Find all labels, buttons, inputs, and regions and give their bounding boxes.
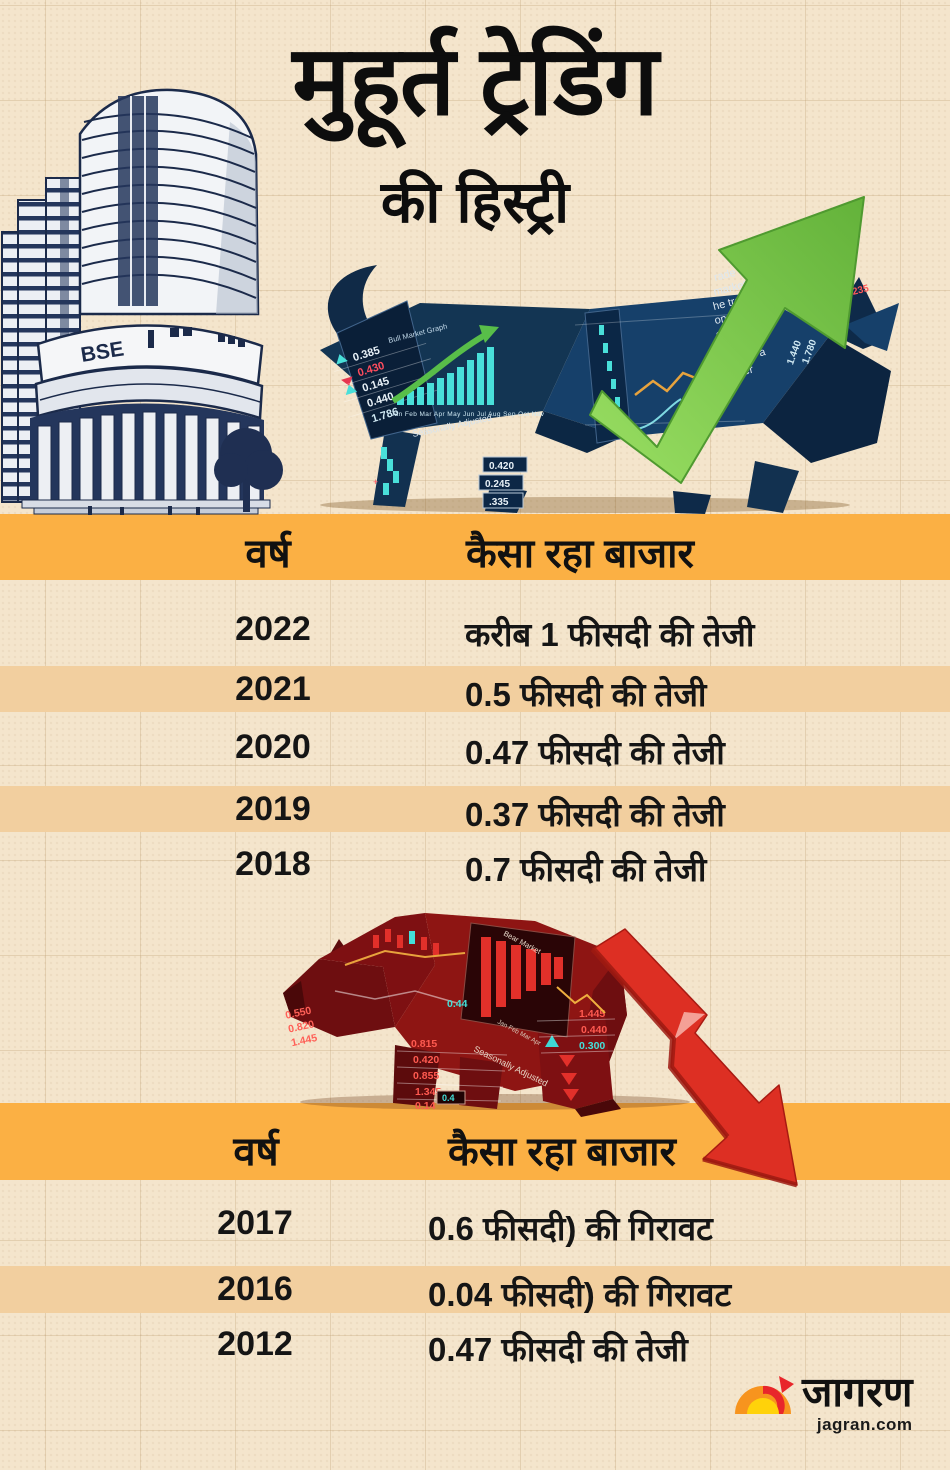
svg-text:+: +: [373, 477, 378, 487]
bear-orange-line: [556, 986, 606, 1014]
row-year: 2012: [217, 1325, 293, 1363]
page-subtitle: की हिस्ट्री: [380, 169, 570, 235]
row-result: 0.7 फीसदी की तेजी: [465, 851, 707, 888]
table-row: 2018 0.7 फीसदी की तेजी: [0, 841, 950, 888]
title-block: मुहूर्त ट्रेडिंग की हिस्ट्री: [0, 8, 950, 237]
ticker-value: 1.445: [579, 1008, 605, 1020]
ticker-value: 0.420: [413, 1054, 439, 1066]
curved-tower: [78, 88, 260, 316]
ticker-value: 0.815: [411, 1038, 437, 1050]
bear-foot-number: 0.4: [436, 1090, 466, 1105]
ticker-value: 0.420: [489, 461, 514, 472]
row-year: 2021: [235, 670, 311, 708]
bull-months: Jan Feb Mar Apr May Jun Jul Aug Sep Oct …: [391, 411, 545, 418]
row-result: 0.5 फीसदी की तेजी: [465, 676, 707, 713]
ticker-value: 0.245: [485, 479, 510, 490]
table-row: 2020 0.47 फीसदी की तेजी: [0, 724, 950, 771]
ticker-value: 0.550: [284, 1005, 312, 1022]
row-result: 0.47 फीसदी की तेजी: [428, 1331, 688, 1368]
ticker-value: 1.445: [290, 1032, 318, 1049]
table-row: 2022 करीब 1 फीसदी की तेजी: [0, 606, 950, 653]
row-year: 2017: [217, 1204, 293, 1242]
table-row: 2019 0.37 फीसदी की तेजी: [0, 786, 950, 833]
column-header-market-1: कैसा रहा बाजार: [466, 532, 694, 576]
bull-market-illustration: 0.385 0.430 0.145 0.440 1.786 +: [285, 185, 905, 515]
ticker-value: 0.4: [442, 1093, 455, 1103]
jagran-site-text: jagran.com: [816, 1415, 913, 1434]
row-year: 2016: [217, 1270, 293, 1308]
tree: [214, 428, 283, 512]
bull-shadow: [320, 497, 850, 513]
bear-market-illustration: Bear Market 0.550 0.820 1.445 0.815 0.42…: [275, 895, 950, 1205]
row-result: 0.47 फीसदी की तेजी: [465, 734, 725, 771]
table-row: 2012 0.47 फीसदी की तेजी: [0, 1321, 950, 1368]
ticker-value: 1.345: [415, 1086, 441, 1098]
bear-back-candles: [334, 929, 466, 1004]
bull-foot-numbers: 0.420 0.245 .335: [478, 456, 528, 509]
ticker-value: 0.820: [287, 1018, 315, 1035]
bull-bar-chart: Bull Market Graph Jan Feb Mar Apr May Ju…: [387, 322, 544, 439]
up-arrow: [589, 196, 865, 484]
row-result: करीब 1 फीसदी की तेजी: [465, 616, 755, 653]
row-year: 2018: [235, 845, 311, 883]
ticker-value: 0.440: [581, 1024, 607, 1036]
bear-body: [283, 913, 627, 1117]
row-result: 0.37 फीसदी की तेजी: [465, 796, 725, 833]
table-row: 2017 0.6 फीसदी) की गिरावट: [0, 1200, 950, 1247]
column-header-year-1: वर्ष: [245, 532, 291, 576]
rotunda: BSE: [34, 324, 264, 420]
table-row: 2021 0.5 फीसदी की तेजी: [0, 666, 950, 713]
row-year: 2020: [235, 728, 311, 766]
down-arrow: [590, 928, 798, 1188]
ticker-value: 0.44: [447, 998, 468, 1010]
bear-left-numbers: 0.550 0.820 1.445: [284, 1005, 318, 1050]
row-year: 2019: [235, 790, 311, 828]
jagran-sun-icon: [732, 1372, 794, 1423]
page-title: मुहूर्त ट्रेडिंग: [292, 26, 658, 135]
people-silhouettes: [88, 506, 200, 515]
row-year: 2022: [235, 610, 311, 648]
ticker-value: 0.855: [413, 1070, 439, 1082]
table-row: 2016 0.04 फीसदी) की गिरावट: [0, 1266, 950, 1313]
column-header-year-2: वर्ष: [233, 1130, 279, 1174]
bear-rear-numbers: 1.445 0.440 0.300: [536, 1008, 616, 1101]
bse-building-illustration: BSE: [0, 82, 290, 517]
jagran-logo: जागरण jagran.com: [732, 1372, 927, 1435]
bull-leg-candles: +: [373, 447, 399, 495]
row-result: 0.04 फीसदी) की गिरावट: [428, 1276, 732, 1313]
bear-bar-chart: Bear Market: [460, 922, 576, 1038]
jagran-brand-text: जागरण: [802, 1369, 913, 1415]
bear-leg-numbers: 0.815 0.420 0.855 1.345 0.14 0.44: [396, 998, 508, 1112]
row-result: 0.6 फीसदी) की गिरावट: [428, 1210, 713, 1247]
table-header-band-bull: [0, 514, 950, 580]
ticker-value: .335: [489, 497, 509, 508]
ticker-value: 0.300: [579, 1040, 605, 1052]
column-header-market-2: कैसा रहा बाजार: [448, 1130, 676, 1174]
ticker-value: 0.14: [415, 1100, 436, 1112]
